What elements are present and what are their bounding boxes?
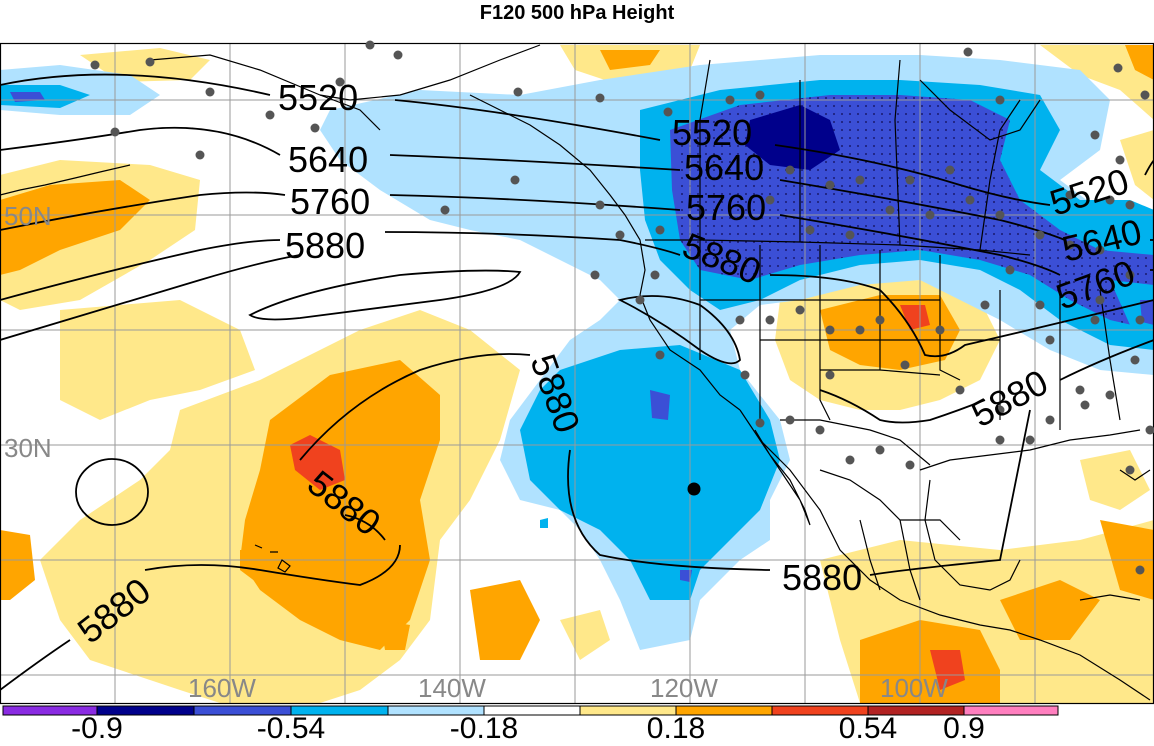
station-dot bbox=[1106, 391, 1115, 400]
station-dot bbox=[1076, 386, 1085, 395]
station-dot bbox=[1091, 131, 1100, 140]
station-dot bbox=[1036, 301, 1045, 310]
station-dot bbox=[964, 48, 973, 57]
station-dot bbox=[656, 226, 665, 235]
station-dot bbox=[936, 326, 945, 335]
station-dot bbox=[514, 88, 523, 97]
contour-label: 5880 bbox=[782, 557, 862, 598]
station-dot bbox=[1131, 356, 1140, 365]
station-dot bbox=[786, 166, 795, 175]
station-dot bbox=[906, 461, 915, 470]
station-dot bbox=[146, 58, 155, 67]
contour-label: 5640 bbox=[288, 139, 368, 180]
anomaly-shading bbox=[0, 45, 1154, 703]
station-dot bbox=[756, 91, 765, 100]
station-dot bbox=[996, 211, 1005, 220]
station-dot bbox=[756, 419, 765, 428]
contour-label: 5760 bbox=[686, 187, 766, 228]
contour-label: 5880 bbox=[285, 225, 365, 266]
station-dot bbox=[366, 41, 375, 50]
station-dot bbox=[591, 271, 600, 280]
station-dot bbox=[1091, 316, 1100, 325]
lon-label-100w: 100W bbox=[880, 673, 948, 703]
contour-label: 5520 bbox=[278, 77, 358, 118]
station-dot bbox=[651, 271, 660, 280]
station-dot bbox=[1081, 401, 1090, 410]
station-dot bbox=[966, 196, 975, 205]
station-dot bbox=[741, 371, 750, 380]
station-dot bbox=[946, 166, 955, 175]
station-dot bbox=[616, 231, 625, 240]
station-dot bbox=[1136, 566, 1145, 575]
station-dot bbox=[1114, 64, 1123, 73]
target-location-marker bbox=[688, 483, 701, 496]
station-dot bbox=[901, 361, 910, 370]
station-dot bbox=[736, 316, 745, 325]
station-dot bbox=[206, 88, 215, 97]
colorbar-tick-label: 0.18 bbox=[647, 712, 705, 746]
station-dot bbox=[726, 96, 735, 105]
station-dot bbox=[1146, 426, 1154, 435]
station-dot bbox=[196, 151, 205, 160]
colorbar-tick-label: -0.9 bbox=[71, 712, 123, 746]
station-dot bbox=[926, 211, 935, 220]
station-dot bbox=[826, 371, 835, 380]
station-dot bbox=[1126, 201, 1135, 210]
station-dot bbox=[1026, 436, 1035, 445]
station-dot bbox=[596, 94, 605, 103]
station-dot bbox=[826, 326, 835, 335]
colorbar-tick-label: 0.54 bbox=[839, 712, 897, 746]
lon-label-120w: 120W bbox=[650, 673, 718, 703]
lat-label-30n: 30N bbox=[4, 433, 52, 463]
station-dot bbox=[846, 456, 855, 465]
station-dot bbox=[826, 181, 835, 190]
station-dot bbox=[111, 128, 120, 137]
station-dot bbox=[1136, 316, 1145, 325]
station-dot bbox=[91, 61, 100, 70]
station-dot bbox=[876, 446, 885, 455]
station-dot bbox=[1046, 336, 1055, 345]
station-dot bbox=[1046, 416, 1055, 425]
station-dot bbox=[816, 426, 825, 435]
station-dot bbox=[846, 231, 855, 240]
station-dot bbox=[1006, 266, 1015, 275]
station-dot bbox=[1036, 231, 1045, 240]
station-dot bbox=[266, 111, 275, 120]
station-dot bbox=[856, 176, 865, 185]
station-dot bbox=[981, 301, 990, 310]
station-dot bbox=[996, 436, 1005, 445]
station-dot bbox=[956, 386, 965, 395]
station-dot bbox=[886, 206, 895, 215]
station-dot bbox=[441, 206, 450, 215]
station-dot bbox=[1126, 466, 1135, 475]
station-dot bbox=[786, 416, 795, 425]
station-dot bbox=[766, 196, 775, 205]
station-dot bbox=[511, 176, 520, 185]
colorbar-tick-label: 0.9 bbox=[943, 712, 985, 746]
station-dot bbox=[636, 296, 645, 305]
colorbar-tick-label: -0.54 bbox=[257, 712, 325, 746]
station-dot bbox=[796, 306, 805, 315]
station-dot bbox=[596, 201, 605, 210]
station-dot bbox=[1141, 91, 1150, 100]
station-dot bbox=[806, 226, 815, 235]
station-dot bbox=[876, 316, 885, 325]
lat-label-50n: 50N bbox=[4, 201, 52, 231]
contour-label: 5760 bbox=[290, 181, 370, 222]
station-dot bbox=[856, 326, 865, 335]
station-dot bbox=[906, 176, 915, 185]
station-dot bbox=[311, 124, 320, 133]
station-dot bbox=[656, 351, 665, 360]
lon-label-160w: 160W bbox=[188, 673, 256, 703]
station-dot bbox=[394, 51, 403, 60]
station-dot bbox=[996, 96, 1005, 105]
station-dot bbox=[766, 316, 775, 325]
lon-label-140w: 140W bbox=[418, 673, 486, 703]
colorbar-tick-label: -0.18 bbox=[450, 712, 518, 746]
contour-label: 5640 bbox=[684, 147, 764, 188]
